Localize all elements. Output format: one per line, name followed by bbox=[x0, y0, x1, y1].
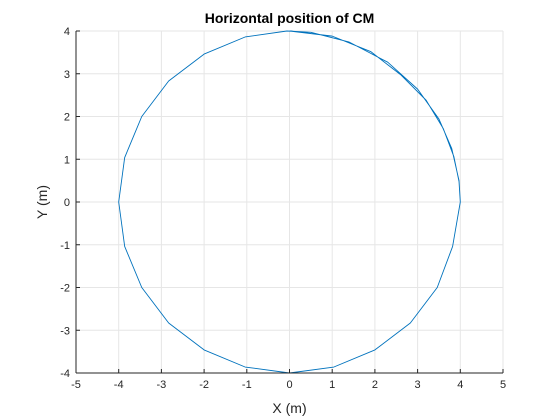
y-tick-label: -1 bbox=[60, 240, 70, 252]
x-tick-label: -5 bbox=[71, 379, 81, 391]
y-tick-label: 1 bbox=[64, 154, 70, 166]
x-tick-label: 4 bbox=[457, 379, 463, 391]
y-tick-label: 2 bbox=[64, 112, 70, 124]
y-tick-label: 4 bbox=[64, 26, 70, 38]
x-axis-label: X (m) bbox=[272, 400, 306, 416]
x-tick-label: 0 bbox=[286, 379, 292, 391]
y-tick-label: -4 bbox=[60, 368, 70, 380]
y-tick-label: 0 bbox=[64, 197, 70, 209]
x-tick-label: -1 bbox=[242, 379, 252, 391]
x-tick-label: -4 bbox=[114, 379, 124, 391]
series-line bbox=[118, 30, 461, 374]
series-layer bbox=[118, 30, 461, 374]
y-axis-label: Y (m) bbox=[34, 185, 50, 219]
x-tick-label: -3 bbox=[157, 379, 167, 391]
y-tick-label: -2 bbox=[60, 283, 70, 295]
axes bbox=[75, 30, 504, 374]
x-tick-label: 5 bbox=[500, 379, 506, 391]
y-tick-label: -3 bbox=[60, 325, 70, 337]
x-tick-label: 2 bbox=[372, 379, 378, 391]
x-tick-label: 1 bbox=[329, 379, 335, 391]
x-tick-label: -2 bbox=[199, 379, 209, 391]
y-tick-label: 3 bbox=[64, 69, 70, 81]
x-tick-label: 3 bbox=[415, 379, 421, 391]
chart-title: Horizontal position of CM bbox=[205, 10, 375, 26]
